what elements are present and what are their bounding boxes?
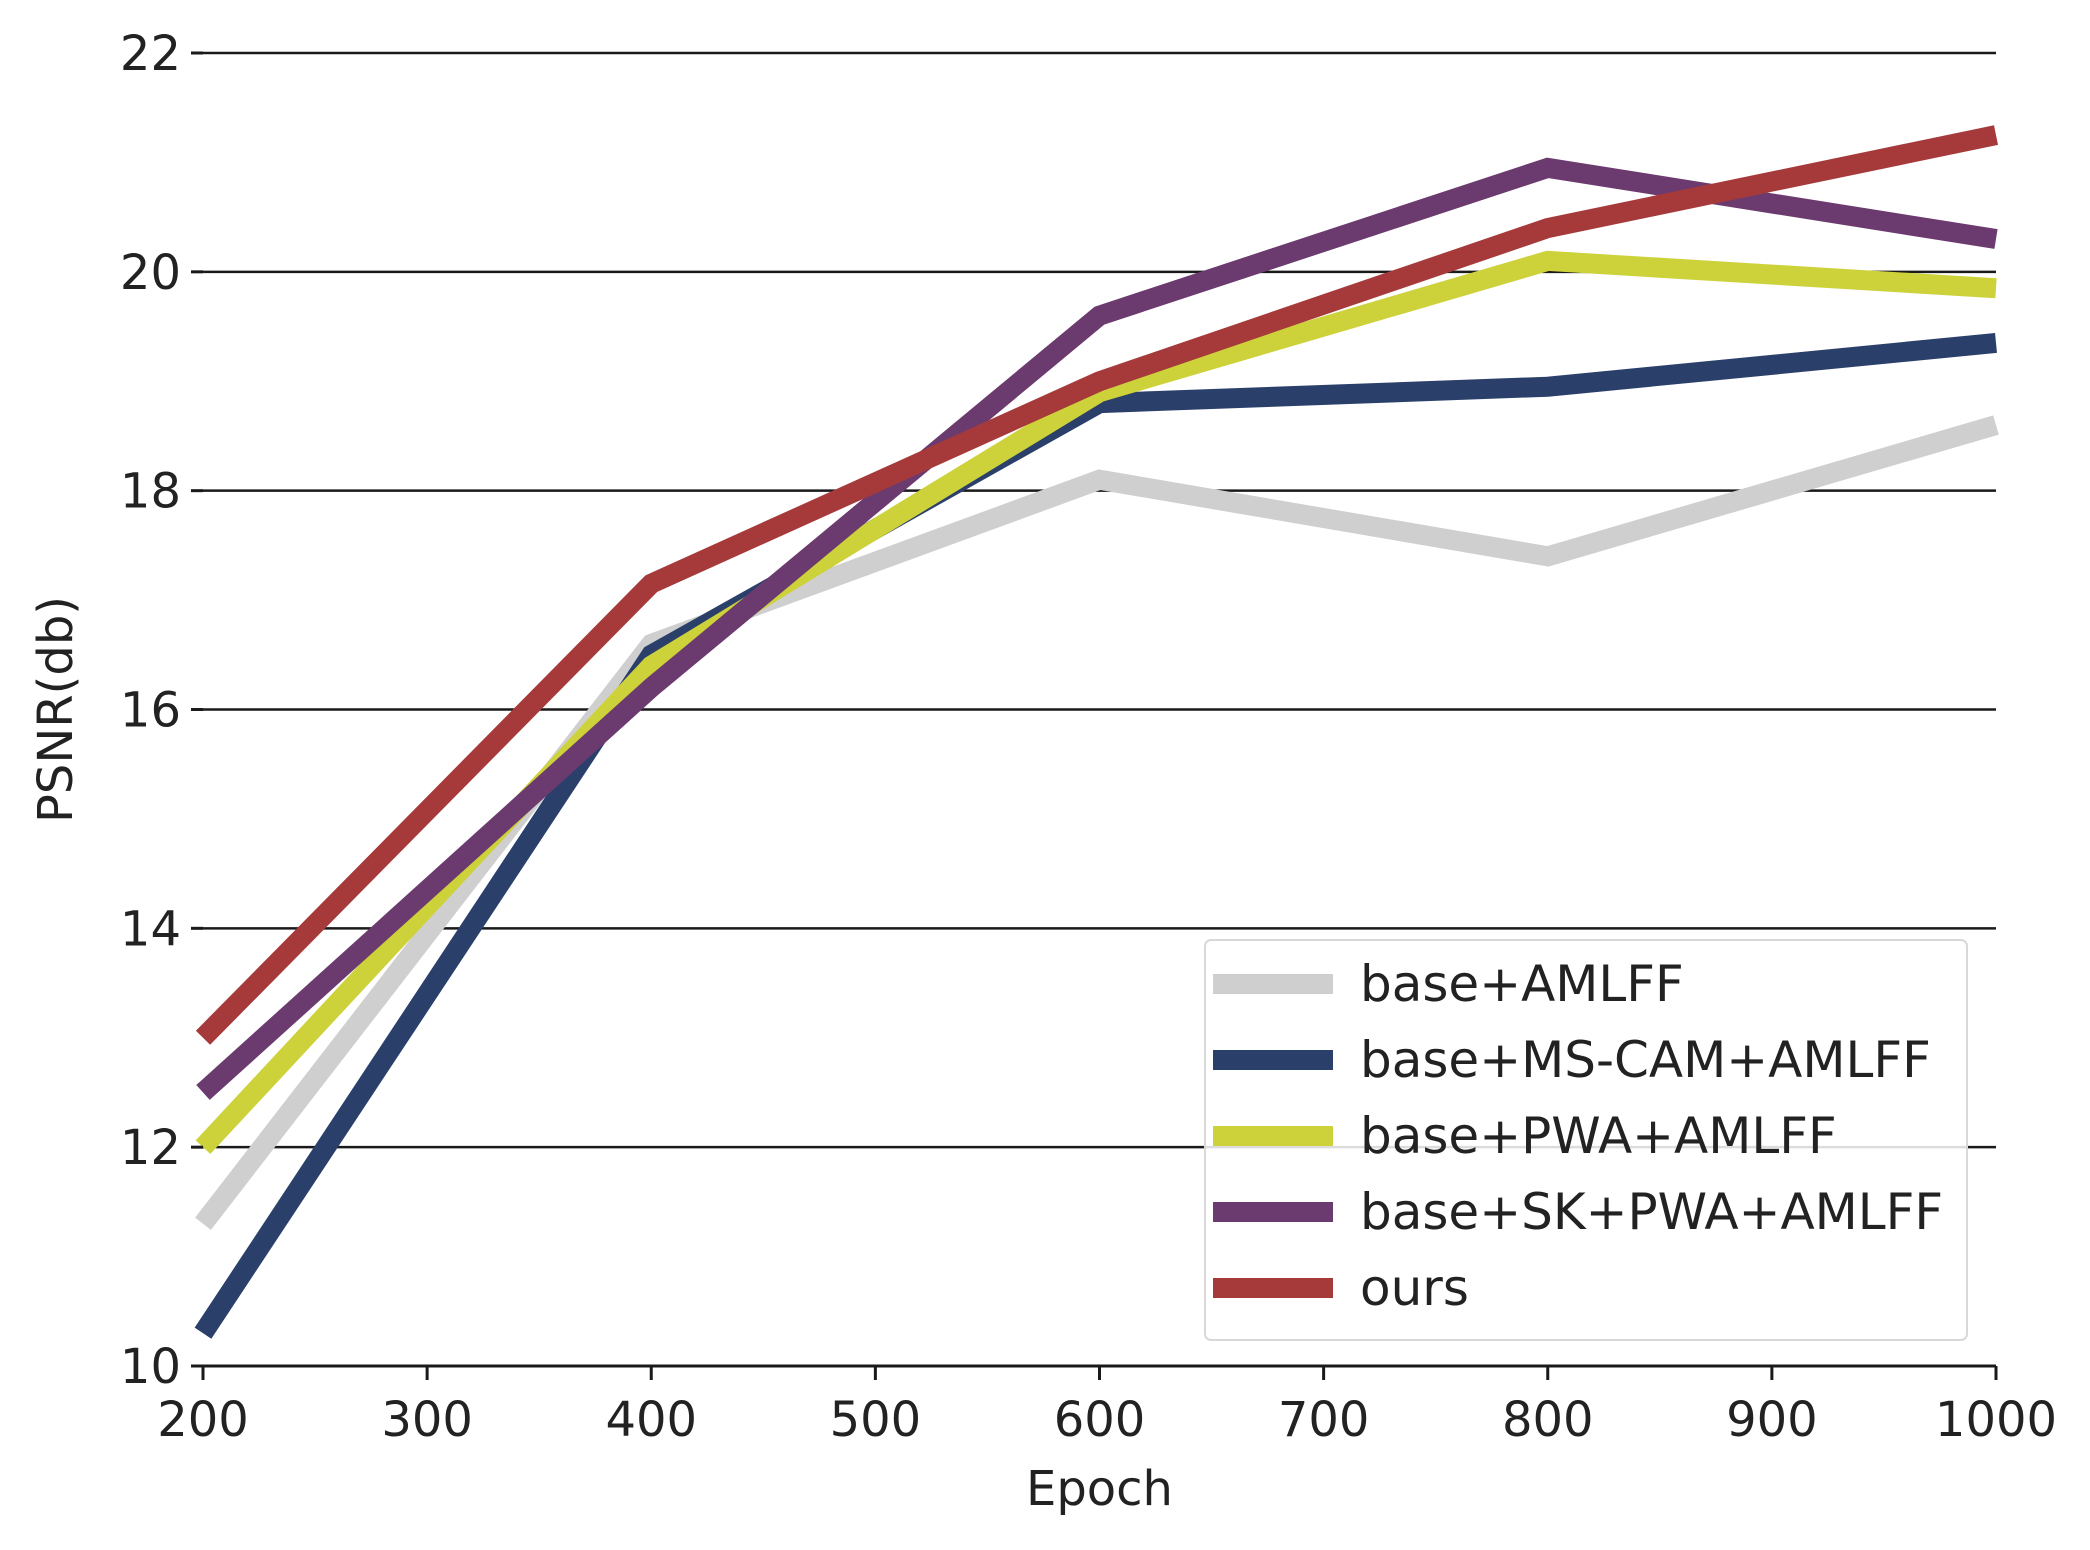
x-tick-label: 600 (1054, 1392, 1146, 1448)
x-tick-label: 200 (157, 1392, 249, 1448)
legend-box (1204, 939, 1968, 1341)
grid-lines (203, 51, 1996, 1368)
x-tick-label: 400 (605, 1392, 697, 1448)
y-axis-label: PSNR(db) (28, 596, 84, 823)
axes: 10 12 14 16 18 20 22 200 300 400 500 600 700 800 900 10… (120, 26, 2057, 1448)
legend-label-0: base+AMLFF (1360, 955, 1684, 1013)
legend-label-1: base+MS-CAM+AMLFF (1360, 1031, 1931, 1089)
x-tick-label: 700 (1278, 1392, 1370, 1448)
x-tick-label: 1000 (1935, 1392, 2057, 1448)
y-tick-label: 22 (120, 26, 181, 82)
y-tick-label: 18 (120, 464, 181, 520)
legend-label-4: ours (1360, 1259, 1469, 1317)
legend: base+AMLFF base+MS-CAM+AMLFF base+PWA+AMLF… (1204, 939, 1968, 1341)
y-tick-label: 14 (120, 901, 181, 957)
legend-label-2: base+PWA+AMLFF (1360, 1107, 1837, 1165)
x-tick-label: 500 (830, 1392, 922, 1448)
y-tick-label: 10 (120, 1339, 181, 1395)
legend-label-3: base+SK+PWA+AMLFF (1360, 1183, 1943, 1241)
y-tick-label: 20 (120, 245, 181, 301)
y-tick-label: 12 (120, 1120, 181, 1176)
series-line-4 (195, 125, 1999, 1045)
x-tick-label: 900 (1726, 1392, 1818, 1448)
x-tick-label: 300 (381, 1392, 473, 1448)
series-lines (194, 125, 1999, 1339)
x-axis-label: Epoch (1026, 1461, 1173, 1517)
y-tick-label: 16 (120, 683, 181, 739)
x-tick-label: 800 (1502, 1392, 1594, 1448)
